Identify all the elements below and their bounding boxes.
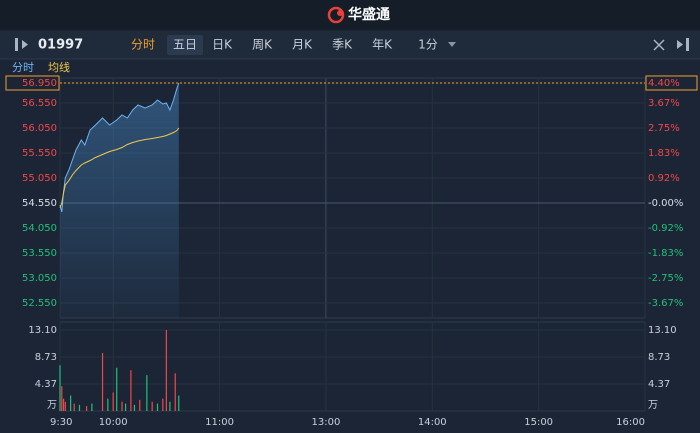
tab[interactable]: 年K bbox=[372, 38, 393, 52]
toolbar bbox=[0, 31, 700, 59]
volume-bar bbox=[59, 365, 61, 411]
y-tick-label: 55.550 bbox=[22, 148, 57, 159]
volume-bar bbox=[133, 404, 136, 411]
volume-bar bbox=[139, 399, 141, 411]
volume-bar bbox=[101, 352, 104, 411]
volume-bar bbox=[146, 375, 148, 411]
y2-tick-label: -1.83% bbox=[648, 248, 683, 259]
series-line bbox=[59, 127, 180, 209]
x-tick-label: 9:30 bbox=[50, 417, 72, 428]
y-tick-label: 52.550 bbox=[22, 298, 57, 309]
y-tick-label: 8.73 bbox=[35, 352, 57, 363]
volume-panel bbox=[59, 321, 646, 412]
y2-tick-label: 1.83% bbox=[648, 148, 680, 159]
tab-box bbox=[167, 35, 203, 55]
volume-bar bbox=[165, 330, 167, 411]
volume-bar bbox=[85, 406, 88, 411]
y-tick-label: 53.550 bbox=[22, 248, 57, 259]
x-tick-label: 13:00 bbox=[311, 417, 340, 428]
volume-bar bbox=[61, 386, 63, 411]
legend-price: 分时 bbox=[12, 61, 34, 74]
x-tick-label: 16:00 bbox=[616, 417, 645, 428]
y2-tick-label: -3.67% bbox=[648, 298, 683, 309]
y2-tick-label: 0.92% bbox=[648, 173, 680, 184]
volume-bar bbox=[156, 403, 159, 411]
y-tick-label: 13.10 bbox=[28, 325, 57, 336]
volume-bar bbox=[121, 401, 123, 411]
symbol: 01997 bbox=[38, 38, 83, 53]
brand-logo-dot bbox=[337, 10, 343, 16]
top-bar bbox=[0, 0, 700, 30]
volume-bar bbox=[91, 403, 93, 411]
tab[interactable]: 五日 bbox=[173, 38, 197, 52]
y2-tick-label: 13.10 bbox=[648, 325, 677, 336]
volume-bar bbox=[73, 403, 75, 411]
y2-tick-label: 8.73 bbox=[648, 352, 670, 363]
y2-tick-label: 3.67% bbox=[648, 98, 680, 109]
y-tick-label: 56.050 bbox=[22, 123, 57, 134]
tab[interactable]: 分时 bbox=[131, 38, 155, 52]
volume-bar bbox=[174, 373, 176, 411]
panel-toggle-icon[interactable] bbox=[15, 38, 18, 51]
y-tick-label: 54.050 bbox=[22, 223, 57, 234]
x-tick-label: 14:00 bbox=[418, 417, 447, 428]
fullscreen-icon[interactable] bbox=[653, 39, 665, 51]
y2-tick-label: -0.00% bbox=[648, 198, 683, 209]
x-tick-label: 10:00 bbox=[99, 417, 128, 428]
volume-unit: 万 bbox=[47, 400, 57, 411]
collapse-arrow bbox=[677, 40, 683, 49]
y2-tick-label: -0.92% bbox=[648, 223, 683, 234]
tab[interactable]: 季K bbox=[332, 38, 353, 52]
y-tick-label: 4.37 bbox=[35, 379, 57, 390]
volume-bar bbox=[178, 395, 180, 411]
current-pct-box bbox=[645, 75, 698, 91]
current-price-box bbox=[5, 75, 60, 91]
series-line bbox=[59, 82, 180, 213]
y-tick-label: 53.050 bbox=[22, 273, 57, 284]
volume-bar bbox=[112, 392, 114, 411]
tab[interactable]: 周K bbox=[252, 38, 273, 52]
y2-tick-label: 4.40% bbox=[648, 78, 680, 89]
tab[interactable]: 日K bbox=[212, 38, 233, 52]
volume-bar bbox=[130, 370, 132, 411]
volume-bar bbox=[62, 398, 65, 411]
volume-bar bbox=[151, 401, 153, 411]
y2-tick-label: 2.75% bbox=[648, 123, 680, 134]
volume-bar bbox=[107, 398, 109, 411]
volume-bar bbox=[162, 398, 164, 411]
volume-bar bbox=[124, 403, 127, 411]
volume-bar bbox=[169, 401, 171, 411]
x-tick-label: 15:00 bbox=[524, 417, 553, 428]
volume-bar bbox=[64, 401, 66, 411]
y-tick-label: 56.950 bbox=[22, 78, 57, 89]
y2-tick-label: 4.37 bbox=[648, 379, 670, 390]
brand-name: 华盛通 bbox=[348, 6, 390, 23]
volume-bar bbox=[116, 367, 118, 411]
price-area bbox=[60, 83, 179, 318]
y2-tick-label: -2.75% bbox=[648, 273, 683, 284]
tab[interactable]: 1分 bbox=[418, 38, 438, 52]
collapse-icon[interactable] bbox=[686, 38, 689, 51]
y-tick-label: 55.050 bbox=[22, 173, 57, 184]
panel-toggle-arrow bbox=[22, 40, 28, 49]
volume-bar bbox=[70, 395, 72, 411]
y-tick-label: 56.550 bbox=[22, 98, 57, 109]
tab[interactable]: 月K bbox=[292, 38, 313, 52]
brand-logo bbox=[327, 6, 345, 24]
x-tick-label: 11:00 bbox=[205, 417, 234, 428]
y-tick-label: 54.550 bbox=[22, 198, 57, 209]
volume-bar bbox=[78, 404, 81, 411]
legend-avg: 均线 bbox=[48, 60, 70, 74]
volume-unit: 万 bbox=[648, 400, 658, 411]
dropdown-arrow[interactable] bbox=[448, 42, 456, 47]
